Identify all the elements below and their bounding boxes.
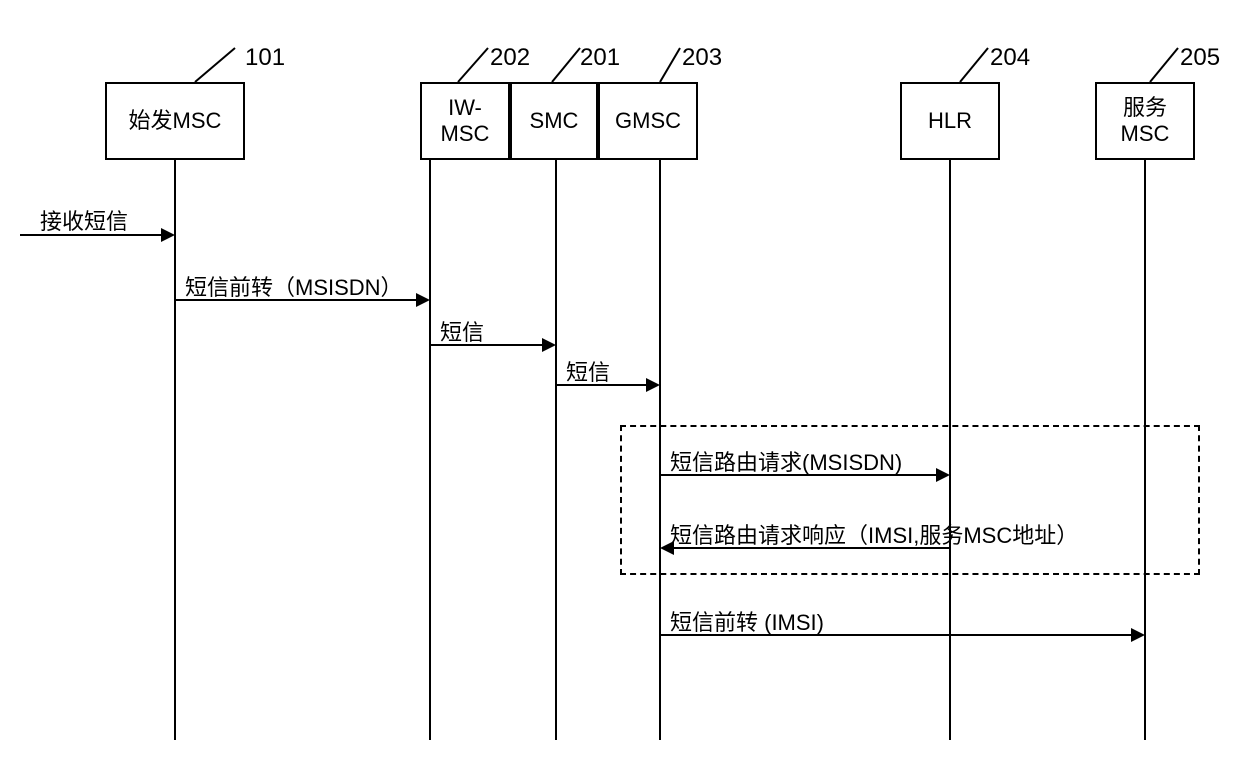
lifeline-smc — [555, 160, 557, 740]
lifeline-iw_msc — [429, 160, 431, 740]
participant-origin_msc: 始发MSC — [105, 82, 245, 160]
message-label-m5: 短信路由请求(MSISDN) — [670, 445, 902, 477]
participant-ref-origin_msc: 101 — [245, 44, 285, 72]
participant-iw_msc: IW- MSC — [420, 82, 510, 160]
participant-ref-hlr: 204 — [990, 44, 1030, 72]
sequence-diagram: 始发MSC101 IW- MSC 202 SMC 201 GMSC 203 HLR 204 服务 … — [0, 0, 1240, 764]
message-label-m7: 短信前转 (IMSI) — [670, 605, 824, 637]
participant-ref-smc: 201 — [580, 44, 620, 72]
participant-ref-gmsc: 203 — [682, 44, 722, 72]
message-label-m3: 短信 — [440, 315, 484, 347]
participant-smc: SMC — [510, 82, 598, 160]
message-label-m2: 短信前转（MSISDN） — [185, 270, 403, 302]
lifeline-origin_msc — [174, 160, 176, 740]
message-label-m1: 接收短信 — [40, 204, 128, 236]
participant-gmsc: GMSC — [598, 82, 698, 160]
participant-hlr: HLR — [900, 82, 1000, 160]
message-label-m6: 短信路由请求响应（IMSI,服务MSC地址） — [670, 518, 1078, 550]
participant-ref-iw_msc: 202 — [490, 44, 530, 72]
participant-ref-svc_msc: 205 — [1180, 44, 1220, 72]
message-label-m4: 短信 — [566, 355, 610, 387]
participant-svc_msc: 服务 MSC — [1095, 82, 1195, 160]
